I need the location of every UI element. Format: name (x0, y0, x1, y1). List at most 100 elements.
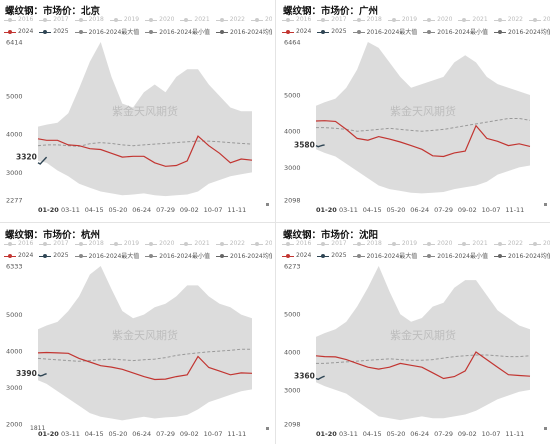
legend-item-4[interactable]: 2016-2024均值 (216, 251, 272, 260)
x-tick-label: 03-11 (61, 206, 80, 214)
legend-item-1[interactable]: 2025 (317, 28, 347, 35)
legend-item-2021[interactable]: 2021 (180, 240, 210, 247)
legend-item-2016[interactable]: 2016 (4, 240, 33, 247)
legend-item-2017[interactable]: 2017 (317, 16, 347, 23)
legend-item-2022[interactable]: 2022 (493, 240, 523, 247)
legend-item-2016[interactable]: 2016 (282, 240, 311, 247)
legend-item-2019[interactable]: 2019 (387, 240, 417, 247)
legend-marker-icon (4, 29, 16, 35)
legend-item-2021[interactable]: 2021 (458, 240, 488, 247)
legend-item-3[interactable]: 2016-2024最小值 (423, 251, 488, 260)
legend-item-2[interactable]: 2016-2024最大值 (352, 27, 417, 36)
legend-item-2019[interactable]: 2019 (109, 240, 140, 247)
legend-item-2022[interactable]: 2022 (215, 16, 245, 23)
current-value-label: 3390 (16, 369, 37, 378)
series-line-average (37, 348, 252, 362)
legend-marker-icon (423, 253, 436, 259)
y-tick-label: 5000 (6, 311, 23, 319)
legend-item-1[interactable]: 2025 (317, 252, 347, 259)
legend-marker-icon (387, 17, 400, 23)
legend-label: 2024 (296, 252, 312, 259)
legend-item-2021[interactable]: 2021 (180, 16, 210, 23)
x-tick-label: 03-11 (339, 206, 358, 214)
legend-marker-icon (145, 17, 158, 23)
legend-item-2020[interactable]: 2020 (423, 16, 452, 23)
legend-item-2[interactable]: 2016-2024最大值 (74, 27, 139, 36)
series-line-2024 (315, 120, 531, 158)
legend-item-2017[interactable]: 2017 (317, 240, 347, 247)
series-line-2025 (315, 375, 325, 381)
legend-marker-icon (317, 29, 330, 35)
legend-marker-icon (39, 253, 52, 259)
legend-item-2021[interactable]: 2021 (458, 16, 488, 23)
legend-marker-icon (215, 241, 228, 247)
legend-item-2018[interactable]: 2018 (74, 16, 104, 23)
legend-marker-icon (282, 241, 294, 247)
legend-item-4[interactable]: 2016-2024均值 (494, 251, 550, 260)
legend-item-2023[interactable]: 2023 (250, 16, 272, 23)
legend-item-2023[interactable]: 2023 (528, 16, 550, 23)
legend-item-2[interactable]: 2016-2024最大值 (74, 251, 140, 260)
legend-item-1[interactable]: 2025 (39, 28, 69, 35)
legend-item-2022[interactable]: 2022 (215, 240, 245, 247)
legend-item-2019[interactable]: 2019 (109, 16, 139, 23)
legend-marker-icon (39, 17, 52, 23)
panel-separator-horizontal (0, 222, 550, 223)
zoom-handle-icon[interactable] (544, 203, 547, 206)
legend-label: 2020 (159, 16, 175, 23)
legend-item-2023[interactable]: 2023 (250, 240, 272, 247)
legend-label: 2016-2024最大值 (88, 253, 140, 260)
legend-item-4[interactable]: 2016-2024均值 (494, 27, 550, 36)
x-tick-label: 06-24 (410, 430, 429, 438)
legend-label: 2022 (507, 240, 523, 247)
series-line-2025 (37, 156, 48, 165)
legend-item-2[interactable]: 2016-2024最大值 (352, 251, 417, 260)
legend-item-2018[interactable]: 2018 (74, 240, 104, 247)
legend-item-2023[interactable]: 2023 (528, 240, 550, 247)
legend-item-2022[interactable]: 2022 (493, 16, 523, 23)
legend-item-3[interactable]: 2016-2024最小值 (145, 251, 210, 260)
series-line-average (316, 354, 531, 364)
legend-item-2020[interactable]: 2020 (423, 240, 452, 247)
legend-item-3[interactable]: 2016-2024最小值 (145, 27, 210, 36)
legend-label: 2019 (123, 240, 140, 247)
legend-label: 2020 (159, 240, 175, 247)
legend-item-0[interactable]: 2024 (282, 252, 311, 259)
zoom-handle-icon[interactable] (544, 427, 547, 430)
legend-marker-icon (282, 29, 294, 35)
zoom-handle-icon[interactable] (266, 427, 269, 430)
legend-item-2018[interactable]: 2018 (352, 16, 382, 23)
x-tick-extra-label: 1811 (30, 425, 45, 432)
zoom-handle-icon[interactable] (266, 203, 269, 206)
legend-item-2017[interactable]: 2017 (39, 240, 69, 247)
legend-item-2017[interactable]: 2017 (39, 16, 69, 23)
legend-item-2016[interactable]: 2016 (282, 16, 311, 23)
x-tick-label: 11-11 (227, 206, 246, 214)
legend-label: 2016-2024最小值 (159, 29, 210, 36)
x-tick-label: 05-20 (387, 206, 406, 214)
legend-item-0[interactable]: 2024 (4, 28, 33, 35)
y-tick-label: 6414 (6, 39, 23, 47)
x-tick-label: 05-20 (109, 430, 128, 438)
legend-item-0[interactable]: 2024 (282, 28, 311, 35)
legend-item-2018[interactable]: 2018 (352, 240, 382, 247)
legend-marker-icon (216, 29, 228, 35)
legend-item-0[interactable]: 2024 (4, 252, 33, 259)
legend-marker-icon (352, 241, 365, 247)
legend-item-3[interactable]: 2016-2024最小值 (423, 27, 488, 36)
legend-label: 2019 (401, 16, 418, 23)
legend-item-2020[interactable]: 2020 (145, 16, 174, 23)
legend-item-2016[interactable]: 2016 (4, 16, 33, 23)
legend-item-4[interactable]: 2016-2024均值 (216, 27, 272, 36)
x-tick-label: 07-29 (434, 206, 453, 214)
x-tick-label: 11-11 (227, 430, 246, 438)
legend-label: 2016-2024最小值 (437, 253, 488, 260)
series-band-max-min (38, 266, 252, 421)
legend-item-2020[interactable]: 2020 (145, 240, 174, 247)
legend-marker-icon (458, 17, 471, 23)
legend-label: 2020 (437, 16, 453, 23)
legend-item-2019[interactable]: 2019 (387, 16, 418, 23)
series-line-2025 (315, 144, 325, 148)
legend-label: 2016-2024最小值 (159, 253, 210, 260)
legend-item-1[interactable]: 2025 (39, 252, 69, 259)
